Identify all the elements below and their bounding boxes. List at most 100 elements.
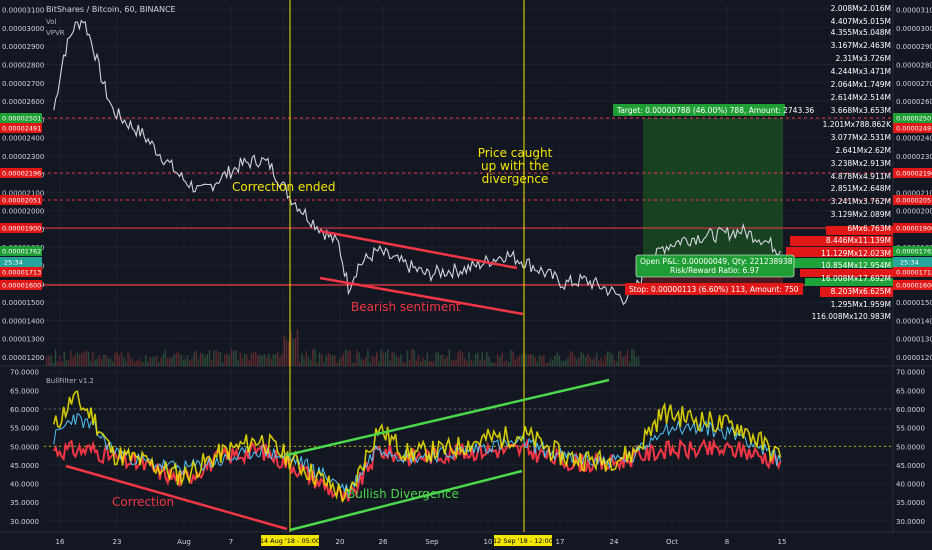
price-tag-red-label: 0.00002491 (896, 125, 932, 133)
volume-bar (525, 353, 527, 366)
divergence-upper-trendline[interactable] (286, 378, 610, 457)
volume-bar (222, 362, 224, 366)
volume-bar (74, 354, 76, 366)
open-pnl-box[interactable] (635, 254, 795, 278)
vpvr-label: 4.244Mx3.471M (831, 67, 891, 76)
volume-bar (514, 359, 516, 366)
price-tick-right: 0.00003100 (896, 7, 932, 15)
volume-bar (629, 361, 631, 366)
countdown-label-left: 25:34 (4, 259, 23, 267)
volume-bar (48, 355, 50, 366)
annotation-correction-ended: Correction ended (232, 180, 336, 194)
price-tag-red-left (0, 168, 42, 178)
volume-bar (468, 352, 470, 366)
volume-bar (151, 357, 153, 366)
chart-title[interactable]: BitShares / Bitcoin, 60, BINANCE (46, 5, 176, 14)
divergence-lower-trendline[interactable] (289, 469, 523, 532)
volume-bar (257, 355, 259, 366)
volume-bar (580, 351, 582, 366)
volume-bar (303, 358, 305, 366)
volume-bar (63, 352, 65, 366)
volume-bar (116, 351, 118, 366)
support-trendline[interactable] (319, 276, 524, 316)
price-tag-red-left (0, 195, 42, 205)
volume-bar (541, 356, 543, 366)
volume-bar (400, 354, 402, 366)
volume-bar (294, 338, 296, 366)
volume-bar (103, 354, 105, 366)
price-tick-left: 0.00001400 (2, 317, 44, 325)
volume-bar (505, 359, 508, 366)
indicator-vol[interactable]: Vol (46, 18, 57, 26)
volume-bar (83, 352, 85, 366)
osc-axis-right[interactable]: 70.0000 65.0000 60.0000 55.0000 50.0000 45.00… (896, 369, 925, 526)
price-tick-left: 0.00002900 (2, 43, 44, 51)
volume-bar (439, 354, 442, 366)
target-label-box[interactable] (613, 104, 785, 116)
price-tick-right: 0.00002100 (896, 189, 932, 197)
volume-bar (290, 331, 292, 366)
osc-tick-left: 50.0000 (10, 443, 39, 451)
volume-bar (635, 357, 637, 366)
volume-bar (334, 355, 336, 366)
volume-bar (404, 362, 406, 366)
volume-bar (428, 361, 431, 366)
vpvr-bar (805, 278, 893, 286)
price-tick-left: 0.00002800 (2, 61, 44, 69)
volume-bar (433, 361, 435, 366)
countdown-tag (893, 257, 932, 267)
vline-2-date-tag (494, 535, 552, 546)
subpanel-title[interactable]: BullFilter v1.2 (46, 377, 94, 385)
volume-bar (131, 359, 134, 366)
stop-label-box[interactable] (625, 283, 803, 295)
volume-bar (272, 354, 274, 366)
volume-bar (193, 351, 195, 366)
volume-bar (371, 356, 373, 366)
resistance-trendline[interactable] (319, 229, 518, 270)
volume-bar (367, 349, 369, 366)
volume-bar (76, 352, 79, 366)
volume-bar (360, 359, 362, 366)
volume-bar (578, 357, 580, 366)
price-tick-right: 0.00001200 (896, 354, 932, 362)
vpvr-label: 2.31Mx3.726M (835, 54, 891, 63)
osc-tick-right: 60.0000 (896, 406, 925, 414)
volume-bar (609, 352, 611, 366)
volume-bar (527, 354, 530, 366)
vpvr-label: 2.008Mx2.016M (831, 4, 891, 13)
correction-trendline[interactable] (65, 464, 288, 531)
volume-bar (164, 349, 167, 366)
volume-bar (277, 351, 279, 366)
price-tag-green-left-label: 0.00002501 (2, 115, 41, 123)
volume-bar (626, 349, 629, 366)
volume-bar (574, 356, 576, 366)
volume-bar (444, 358, 446, 366)
volume-bar (92, 351, 94, 366)
price-tag-red (893, 168, 932, 178)
volume-bar (521, 354, 523, 366)
price-tag-red-label: 0.00001600 (896, 282, 932, 290)
price-tick-right: 0.00002700 (896, 80, 932, 88)
volume-bar (178, 352, 180, 366)
volume-bar (354, 362, 356, 366)
vpvr-label: 4.407Mx5.015M (831, 17, 891, 26)
annotation-bullish: Bullish Divergence (347, 487, 459, 501)
volume-bar (466, 360, 468, 366)
volume-bar (200, 352, 202, 366)
volume-bar (162, 353, 164, 366)
volume-bar (554, 356, 556, 366)
volume-bar (591, 359, 593, 366)
volume-bar (105, 355, 107, 366)
volume-bar (549, 358, 552, 366)
volume-bar (534, 357, 536, 366)
volume-bar (483, 359, 486, 366)
indicator-vpvr[interactable]: VPVR (46, 29, 65, 37)
volume-bar (376, 352, 378, 366)
price-tag-green (893, 113, 932, 123)
volume-bar (219, 352, 222, 366)
volume-bar (270, 359, 272, 366)
vpvr-label: 10.854Mx12.954M (821, 261, 891, 270)
volume-bar (547, 362, 549, 366)
volume-bar (129, 357, 131, 366)
